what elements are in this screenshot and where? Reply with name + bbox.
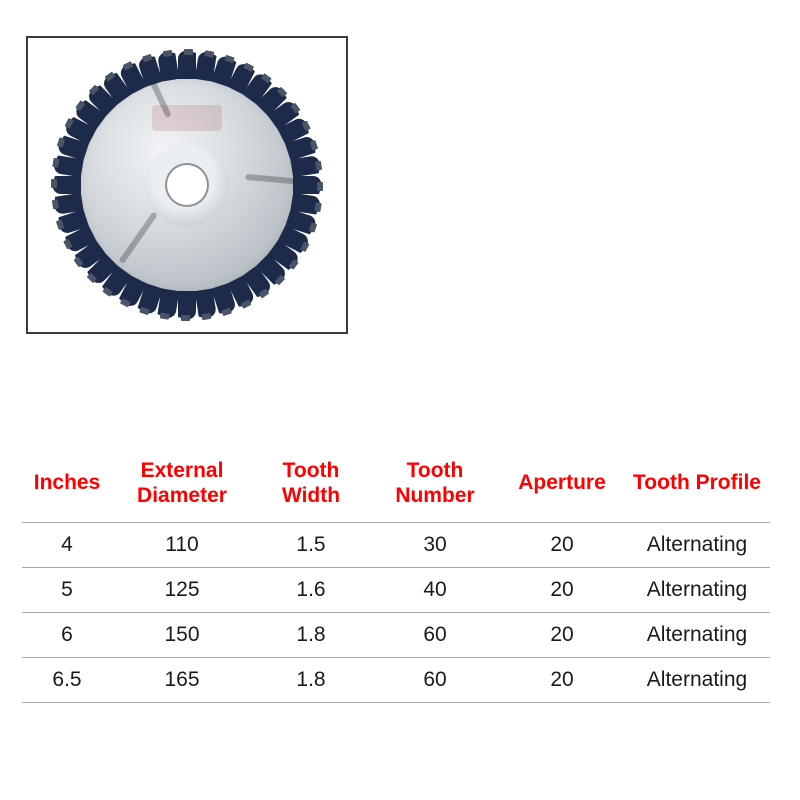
table-row: 41101.53020Alternating: [22, 523, 770, 568]
cell-inches: 5: [22, 568, 112, 613]
cell-aperture: 20: [500, 613, 624, 658]
cell-aperture: 20: [500, 568, 624, 613]
table-row: 61501.86020Alternating: [22, 613, 770, 658]
table-row: 6.51651.86020Alternating: [22, 658, 770, 703]
cell-tw: 1.6: [252, 568, 370, 613]
cell-inches: 6: [22, 613, 112, 658]
col-header-inches: Inches: [22, 444, 112, 523]
table-row: 51251.64020Alternating: [22, 568, 770, 613]
cell-inches: 4: [22, 523, 112, 568]
cell-ext: 110: [112, 523, 252, 568]
cell-profile: Alternating: [624, 613, 770, 658]
cell-tn: 60: [370, 658, 500, 703]
cell-tw: 1.8: [252, 613, 370, 658]
spec-table: Inches External Diameter Tooth Width Too…: [22, 444, 770, 703]
cell-tn: 60: [370, 613, 500, 658]
col-header-tooth-number: Tooth Number: [370, 444, 500, 523]
saw-blade-icon: [56, 54, 318, 316]
col-header-external: External Diameter: [112, 444, 252, 523]
col-header-tooth-width: Tooth Width: [252, 444, 370, 523]
cell-ext: 150: [112, 613, 252, 658]
cell-aperture: 20: [500, 658, 624, 703]
cell-tw: 1.8: [252, 658, 370, 703]
cell-profile: Alternating: [624, 568, 770, 613]
cell-profile: Alternating: [624, 658, 770, 703]
cell-ext: 125: [112, 568, 252, 613]
table-header-row: Inches External Diameter Tooth Width Too…: [22, 444, 770, 523]
cell-profile: Alternating: [624, 523, 770, 568]
cell-tw: 1.5: [252, 523, 370, 568]
blade-slot: [119, 211, 158, 264]
col-header-aperture: Aperture: [500, 444, 624, 523]
product-image-frame: [26, 36, 348, 334]
cell-tn: 40: [370, 568, 500, 613]
col-header-profile: Tooth Profile: [624, 444, 770, 523]
blade-bore: [165, 163, 209, 207]
cell-tn: 30: [370, 523, 500, 568]
cell-aperture: 20: [500, 523, 624, 568]
cell-inches: 6.5: [22, 658, 112, 703]
cell-ext: 165: [112, 658, 252, 703]
